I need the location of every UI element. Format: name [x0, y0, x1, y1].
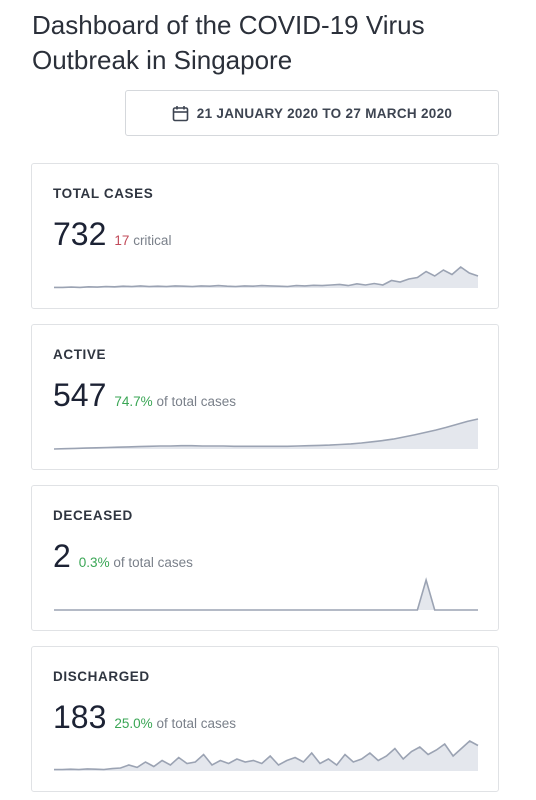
- active-percent-label: of total cases: [156, 394, 236, 409]
- card-label: ACTIVE: [53, 347, 107, 362]
- sparkline-line: [54, 265, 479, 289]
- deceased-card[interactable]: DECEASED 2 0.3% of total cases: [31, 485, 499, 631]
- card-label: DECEASED: [53, 508, 133, 523]
- discharged-percent-label: of total cases: [156, 716, 236, 731]
- sparkline-line: [54, 577, 478, 611]
- total-cases-value: 732: [53, 216, 107, 252]
- page-title: Dashboard of the COVID-19 Virus Outbreak…: [32, 10, 425, 75]
- sparkline-area: [54, 741, 478, 771]
- discharged-subtext: 25.0% of total cases: [114, 716, 236, 731]
- discharged-percent: 25.0%: [114, 716, 153, 731]
- discharged-value: 183: [53, 699, 107, 735]
- card-value-row: 2 0.3% of total cases: [53, 536, 193, 576]
- card-label: DISCHARGED: [53, 669, 150, 684]
- card-value-row: 732 17 critical: [53, 214, 171, 254]
- total-cases-sparkline: [54, 265, 479, 289]
- card-label: TOTAL CASES: [53, 186, 154, 201]
- active-value: 547: [53, 377, 107, 413]
- total-cases-card[interactable]: TOTAL CASES 732 17 critical: [31, 163, 499, 309]
- deceased-sparkline: [54, 577, 478, 611]
- deceased-percent: 0.3%: [78, 555, 110, 570]
- sparkline-area: [54, 267, 478, 288]
- deceased-percent-label: of total cases: [113, 555, 193, 570]
- discharged-sparkline: [54, 740, 479, 771]
- active-percent: 74.7%: [114, 394, 153, 409]
- date-range-button[interactable]: 21 JANUARY 2020 TO 27 MARCH 2020: [125, 90, 499, 136]
- active-sparkline: [53, 418, 479, 450]
- discharged-card[interactable]: DISCHARGED 183 25.0% of total cases: [31, 646, 499, 792]
- critical-label: critical: [133, 233, 172, 248]
- total-cases-subtext: 17 critical: [114, 233, 171, 248]
- sparkline-area: [54, 419, 478, 449]
- date-range-label: 21 JANUARY 2020 TO 27 MARCH 2020: [196, 105, 453, 121]
- deceased-value: 2: [53, 538, 71, 574]
- card-value-row: 547 74.7% of total cases: [53, 375, 236, 415]
- calendar-icon: [172, 105, 189, 121]
- active-subtext: 74.7% of total cases: [114, 394, 236, 409]
- sparkline-line: [54, 740, 479, 771]
- active-card[interactable]: ACTIVE 547 74.7% of total cases: [31, 324, 499, 470]
- sparkline-line: [53, 418, 479, 450]
- critical-count: 17: [114, 233, 130, 248]
- deceased-subtext: 0.3% of total cases: [79, 555, 193, 570]
- sparkline-area: [54, 580, 478, 610]
- card-value-row: 183 25.0% of total cases: [53, 697, 236, 737]
